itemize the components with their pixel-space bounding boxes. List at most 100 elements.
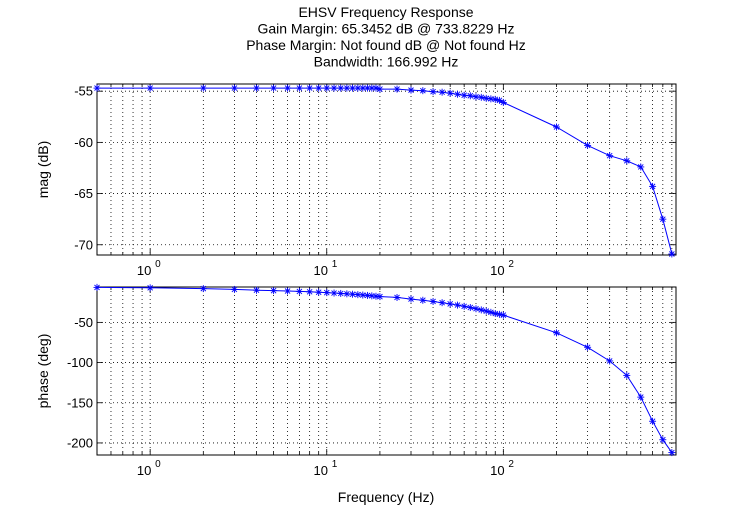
x-tick-label-exponent: 1 [332,459,338,470]
data-point [93,283,101,291]
data-point [419,87,427,95]
data-point [393,85,401,93]
data-point [446,300,454,308]
data-point [637,393,645,401]
data-point [499,311,507,319]
y-tick-label: -70 [74,237,93,252]
data-point [376,85,384,93]
data-point [553,123,561,131]
data-point [668,449,676,457]
data-point [323,84,331,92]
data-point [330,84,338,92]
x-tick-label-exponent: 0 [155,259,161,270]
data-point [146,84,154,92]
data-point [606,357,614,365]
data-point [429,88,437,96]
data-point [354,291,362,299]
y-tick-label: -50 [74,315,93,330]
x-tick-label: 10 [314,463,328,478]
data-point [419,296,427,304]
data-point [295,84,303,92]
y-tick-label: -65 [74,186,93,201]
x-tick-label: 10 [137,263,151,278]
title-line-3: Bandwidth: 166.992 Hz [314,54,459,70]
data-point [477,306,485,314]
data-point [306,288,314,296]
data-point [659,436,667,444]
data-point [446,89,454,97]
data-point [393,293,401,301]
data-point [315,84,323,92]
data-point [623,371,631,379]
data-point [482,307,490,315]
data-point [438,88,446,96]
data-point [199,285,207,293]
x-tick-label: 10 [490,463,504,478]
data-point [306,84,314,92]
grid [96,84,676,255]
data-point [438,299,446,307]
data-point [429,297,437,305]
data-point [230,84,238,92]
plot-area [97,287,676,455]
magnitude-plot: -55 -60 -65 -70 10 0 10 1 10 2 mag (dB) [35,83,677,278]
data-point [284,287,292,295]
data-point [323,289,331,297]
data-point [584,343,592,351]
data-point [584,141,592,149]
phase-plot: -50 -100 -150 -200 10 0 10 1 10 2 phase (deg) [35,283,677,478]
data-point [295,287,303,295]
data-point [407,295,415,303]
axes-frame [96,286,677,456]
data-point [472,93,480,101]
data-point [487,308,495,316]
x-tick-label-exponent: 1 [332,259,338,270]
x-tick-label-exponent: 2 [508,459,514,470]
x-axis-label: Frequency (Hz) [338,489,434,505]
data-point [337,84,345,92]
x-tick-label: 10 [137,463,151,478]
data-point [553,329,561,337]
plot-area [97,84,676,255]
data-point [499,98,507,106]
data-point [637,163,645,171]
data-point [146,284,154,292]
data-point [270,84,278,92]
title-line-1: Gain Margin: 65.3452 dB @ 733.8229 Hz [257,21,514,37]
axes-frame [96,83,677,256]
data-point [472,305,480,313]
x-tick-label-exponent: 0 [155,459,161,470]
data-point [376,293,384,301]
data-point [93,84,101,92]
data-point [407,86,415,94]
data-point [460,91,468,99]
data-point [284,84,292,92]
data-point [199,84,207,92]
data-point [649,417,657,425]
data-point [252,286,260,294]
x-tick-label-exponent: 2 [508,259,514,270]
y-axis-label: phase (deg) [35,334,51,409]
y-tick-label: -60 [74,135,93,150]
data-point [623,157,631,165]
data-point [477,93,485,101]
data-point [252,84,260,92]
y-axis-label: mag (dB) [35,141,51,199]
data-point [668,250,676,258]
y-tick-label: -200 [67,435,93,450]
x-tick-label: 10 [490,263,504,278]
data-point [491,95,499,103]
data-point [466,303,474,311]
data-point [606,152,614,160]
y-tick-label: -150 [67,395,93,410]
data-point [466,92,474,100]
data-point [453,90,461,98]
data-point [368,84,376,92]
title-line-2: Phase Margin: Not found dB @ Not found H… [246,37,526,53]
data-point [649,182,657,190]
data-point [270,287,278,295]
y-tick-label: -100 [67,355,93,370]
data-point [453,301,461,309]
data-point [315,288,323,296]
